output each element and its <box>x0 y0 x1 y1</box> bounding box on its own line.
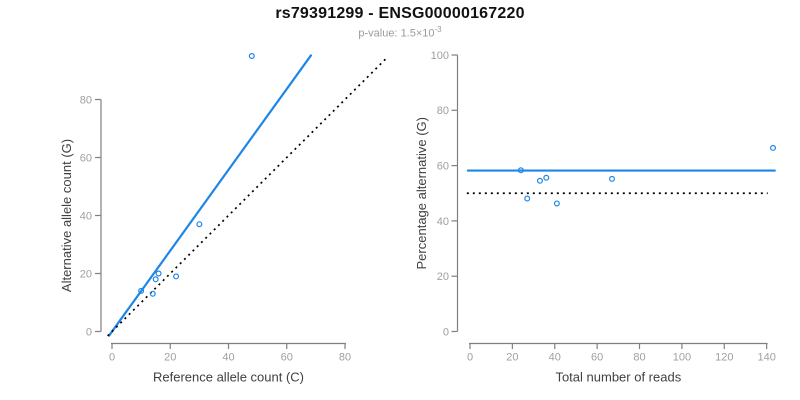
y-tick-label: 0 <box>443 326 449 338</box>
y-tick-label: 100 <box>431 50 449 62</box>
x-tick-label: 100 <box>673 352 691 364</box>
data-point <box>553 200 560 207</box>
identity-line <box>107 57 388 337</box>
data-point <box>517 167 524 174</box>
data-point <box>524 195 531 202</box>
x-tick-label: 120 <box>715 352 733 364</box>
y-tick-label: 40 <box>437 216 449 228</box>
left-plot: 0 20 40 60 80 Alternative allele count (G) 0 20… <box>59 52 388 385</box>
x-tick-label: 40 <box>549 352 561 364</box>
data-point <box>770 144 777 151</box>
x-axis: 0 20 40 60 80 100 120 140 Total number of reads <box>467 342 776 385</box>
x-tick-label: 0 <box>109 352 115 364</box>
x-tick-label: 140 <box>757 352 775 364</box>
data-point <box>248 52 255 59</box>
page-title: rs79391299 - ENSG00000167220 <box>275 5 525 22</box>
data-points <box>517 144 777 207</box>
y-tick-label: 80 <box>437 105 449 117</box>
x-tick-label: 20 <box>164 352 176 364</box>
data-point <box>536 177 543 184</box>
x-tick-label: 60 <box>281 352 293 364</box>
data-point <box>196 221 203 228</box>
y-tick-label: 20 <box>80 268 92 280</box>
data-point <box>173 273 180 280</box>
x-tick-label: 20 <box>506 352 518 364</box>
x-tick-label: 0 <box>467 352 473 364</box>
data-point <box>152 276 159 283</box>
pvalue-subtitle: p-value: 1.5×10-3 <box>0 25 800 40</box>
y-tick-label: 20 <box>437 271 449 283</box>
right-plot: 0 20 40 60 80 100 Percentage alternative (G) 0 2… <box>414 50 777 385</box>
regression-line <box>107 54 313 337</box>
y-axis-title: Percentage alternative (G) <box>414 117 429 269</box>
pvalue-label: p-value: <box>358 27 401 40</box>
x-tick-label: 60 <box>591 352 603 364</box>
data-point <box>149 290 156 297</box>
x-tick-label: 80 <box>633 352 645 364</box>
x-tick-label: 80 <box>339 352 351 364</box>
data-point <box>543 174 550 181</box>
y-tick-label: 60 <box>80 152 92 164</box>
x-axis: 0 20 40 60 80 Reference allele count (C) <box>109 342 351 385</box>
x-tick-label: 40 <box>222 352 234 364</box>
x-axis-title: Reference allele count (C) <box>153 370 304 385</box>
y-tick-label: 80 <box>80 94 92 106</box>
data-point <box>608 175 615 182</box>
pvalue-mantissa: 1.5×10 <box>400 27 435 40</box>
pvalue-exponent: -3 <box>434 25 442 34</box>
y-tick-label: 40 <box>80 210 92 222</box>
y-axis: 0 20 40 60 80 Alternative allele count (G) <box>59 94 102 338</box>
y-tick-label: 0 <box>86 326 92 338</box>
data-points <box>138 52 255 297</box>
data-point <box>138 287 145 294</box>
y-axis-title: Alternative allele count (G) <box>59 139 74 292</box>
y-tick-label: 60 <box>437 160 449 172</box>
y-axis: 0 20 40 60 80 100 Percentage alternative (G) <box>414 50 459 338</box>
data-point <box>155 270 162 277</box>
x-axis-title: Total number of reads <box>555 370 681 385</box>
